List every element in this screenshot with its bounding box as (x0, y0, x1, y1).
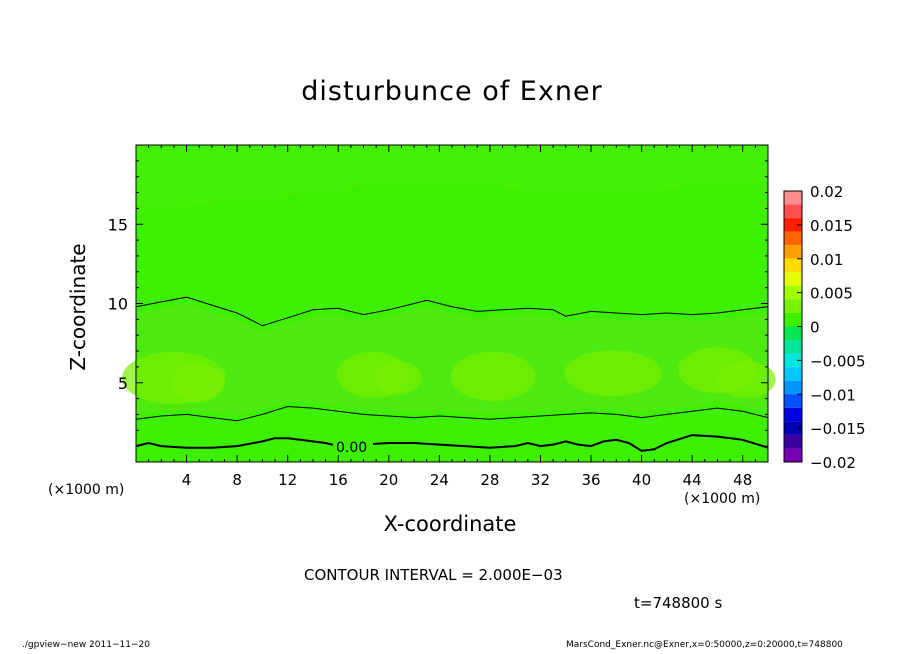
x-tick-label: 44 (683, 471, 702, 489)
contour-interval-text: CONTOUR INTERVAL = 2.000E−03 (304, 566, 563, 584)
colorbar-tick-label: −0.015 (810, 420, 866, 438)
x-tick-label: 4 (182, 471, 192, 489)
colorbar-tick-label: 0.005 (810, 285, 853, 303)
colorbar-swatch (784, 394, 802, 408)
contour-lines: 0.00 (135, 296, 769, 456)
value-patch (374, 361, 422, 395)
colorbar-swatch (784, 191, 802, 205)
y-axis-label: Z-coordinate (66, 243, 90, 371)
x-unit-label-right: (×1000 m) (684, 491, 761, 507)
colorbar-swatch (784, 380, 802, 395)
colorbar-tick-label: −0.02 (810, 454, 856, 472)
contour-label: 0.00 (336, 440, 367, 456)
colorbar-swatch (784, 421, 802, 435)
value-patch (172, 362, 224, 403)
contour-line-zero (135, 434, 769, 452)
x-axis-label: X-coordinate (383, 512, 517, 536)
x-unit-label-left: (×1000 m) (48, 482, 125, 498)
colorbar-swatch (784, 326, 802, 341)
y-tick-label: 15 (108, 215, 128, 234)
x-tick-label: 24 (430, 471, 449, 489)
value-patch (450, 351, 536, 402)
x-tick-label: 40 (632, 471, 651, 489)
chart-title: disturbunce of Exner (301, 76, 603, 107)
colorbar-swatch (784, 367, 802, 381)
footer-program-info: ./gpview−new 2011−11−20 (22, 640, 150, 650)
value-patch (716, 361, 776, 398)
contour-label-bg (333, 439, 373, 454)
x-axis: 4 8 12 16 20 24 28 32 36 40 44 48 (148, 145, 756, 489)
colorbar-tick-label: 0 (810, 319, 820, 337)
y-tick-label: 10 (108, 295, 128, 314)
x-tick-label: 32 (531, 471, 550, 489)
value-band (136, 303, 768, 417)
x-tick-label: 48 (733, 471, 752, 489)
x-tick-label: 16 (329, 471, 348, 489)
colorbar-swatch (784, 231, 802, 246)
colorbar-tick-label: 0.015 (810, 217, 853, 235)
x-tick-label: 12 (278, 471, 297, 489)
x-tick-label: 20 (379, 471, 398, 489)
colorbar-swatch (784, 448, 802, 462)
colorbar-swatch (784, 353, 802, 368)
value-region (136, 145, 768, 206)
x-tick-label: 8 (232, 471, 242, 489)
time-label: t=748800 s (634, 594, 723, 612)
colorbar-tick-label: −0.01 (810, 386, 856, 404)
colorbar-swatch (784, 299, 802, 313)
x-tick-label: 36 (581, 471, 600, 489)
x-tick-label: 28 (480, 471, 499, 489)
colorbar-swatch (784, 407, 802, 422)
colorbar-tick-label: 0.01 (810, 251, 843, 269)
colorbar-swatch (784, 312, 802, 327)
value-patch (564, 350, 662, 397)
y-tick-label: 5 (118, 374, 128, 393)
contour-line-upper (135, 296, 769, 327)
colorbar-tick-label: −0.005 (810, 352, 866, 370)
footer-file-info: MarsCond_Exner.nc@Exner,x=0:50000,z=0:20… (566, 640, 843, 650)
colorbar-swatch (784, 285, 802, 300)
colorbar-swatch (784, 218, 802, 232)
colorbar-swatch (784, 272, 802, 286)
colorbar-swatch (784, 204, 802, 219)
y-axis: 5 10 15 (108, 160, 768, 447)
colorbar-tick-label: 0.02 (810, 183, 843, 201)
colorbar-swatch (784, 258, 802, 273)
colorbar-swatch (784, 245, 802, 259)
colorbar-swatch (784, 340, 802, 354)
contour-line-middle (135, 405, 769, 422)
plot-area (122, 145, 776, 462)
colorbar-swatch (784, 434, 802, 449)
colorbar: 0.02 0.015 0.01 0.005 0 −0.005 −0.01 −0.015 −0.0… (783, 183, 866, 472)
